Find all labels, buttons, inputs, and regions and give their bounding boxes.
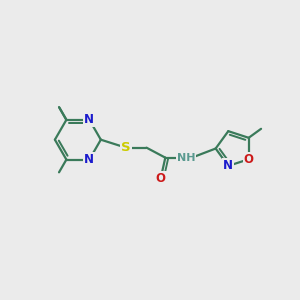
Text: S: S — [121, 141, 131, 154]
Text: N: N — [84, 113, 94, 126]
Text: O: O — [244, 153, 254, 166]
Text: N: N — [84, 153, 94, 166]
Text: O: O — [156, 172, 166, 185]
Text: NH: NH — [177, 153, 195, 163]
Text: N: N — [223, 159, 233, 172]
